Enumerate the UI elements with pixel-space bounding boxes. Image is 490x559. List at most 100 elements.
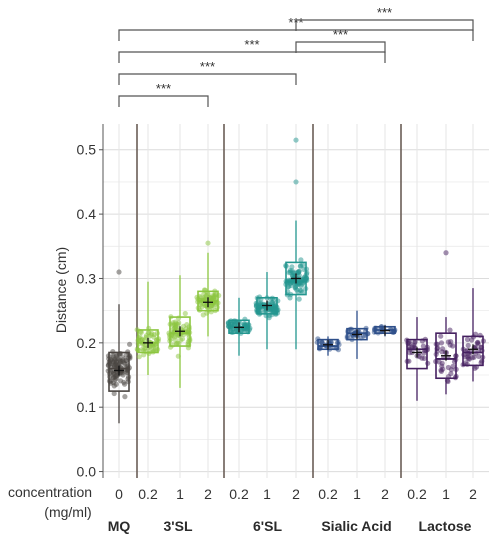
box (462, 335, 484, 367)
y-tick-label: 0.4 (77, 206, 97, 222)
x-axis-title-line-2: (mg/ml) (44, 504, 91, 520)
data-point (148, 332, 154, 338)
y-axis-title: Distance (cm) (53, 247, 69, 333)
data-point (469, 355, 475, 361)
significance-label: *** (333, 27, 348, 42)
data-point (298, 257, 304, 263)
data-point (296, 296, 302, 302)
significance-bracket (295, 19, 474, 31)
data-point (122, 394, 128, 400)
data-point (240, 326, 246, 333)
box (137, 329, 159, 354)
x-tick-label: 0.2 (138, 486, 158, 502)
outlier-point (205, 240, 211, 246)
x-tick-label: 0.2 (229, 486, 249, 502)
data-point (110, 349, 116, 355)
data-point (297, 263, 303, 269)
y-tick-label: 0.2 (77, 335, 97, 351)
box (285, 261, 307, 296)
data-point (186, 324, 192, 330)
data-point (296, 268, 302, 274)
y-tick-label: 0.5 (77, 142, 97, 158)
significance-label: *** (156, 81, 171, 96)
data-point (474, 340, 480, 346)
data-point (172, 319, 178, 325)
data-point (209, 302, 215, 308)
data-point (464, 336, 471, 343)
data-point (136, 354, 142, 360)
x-tick-label: 1 (442, 486, 450, 502)
data-point (111, 390, 117, 397)
data-point (438, 340, 445, 346)
significance-bracket (118, 51, 386, 63)
outlier-point (443, 250, 449, 256)
data-point (182, 310, 188, 317)
outlier-point (116, 269, 122, 275)
group-label: MQ (108, 518, 131, 534)
data-point (110, 375, 116, 381)
significance-bracket (118, 73, 297, 85)
data-point (436, 359, 442, 365)
significance-brackets: ****************** (118, 5, 474, 107)
data-point (173, 324, 179, 330)
data-point (178, 337, 184, 343)
data-point (118, 378, 124, 384)
data-point (152, 347, 158, 353)
box (406, 338, 428, 370)
boxes (108, 220, 484, 424)
box (346, 327, 368, 341)
data-point (141, 352, 147, 358)
data-point (289, 264, 295, 270)
data-point (113, 381, 119, 387)
x-tick-label: 1 (353, 486, 361, 502)
x-tick-label: 0.2 (407, 486, 427, 502)
data-point (465, 354, 471, 360)
x-tick-label: 2 (469, 486, 477, 502)
significance-label: *** (244, 37, 259, 52)
data-point (445, 378, 451, 385)
x-tick-label: 0 (115, 486, 123, 502)
box (435, 332, 457, 380)
data-point (229, 321, 235, 327)
outlier-point (293, 137, 299, 143)
data-point (438, 367, 444, 373)
data-point (438, 333, 444, 339)
data-point (194, 294, 200, 300)
data-point (205, 291, 211, 297)
data-point (448, 371, 454, 377)
significance-label: *** (377, 5, 392, 20)
data-point (113, 353, 120, 359)
data-point (360, 333, 367, 339)
box (169, 316, 191, 347)
x-tick-label: 2 (381, 486, 389, 502)
data-point (138, 329, 144, 335)
data-point (112, 357, 118, 363)
data-point (420, 343, 426, 349)
group-dividers (136, 124, 402, 478)
data-point (406, 339, 412, 345)
y-tick-label: 0.0 (77, 464, 97, 480)
data-point (172, 337, 178, 343)
outlier-point (293, 179, 299, 185)
data-point (439, 349, 445, 355)
data-point (447, 327, 453, 333)
data-point (469, 337, 475, 343)
y-tick-label: 0.1 (77, 399, 97, 415)
group-label: 6'SL (253, 518, 282, 534)
data-point (212, 294, 218, 300)
data-point (257, 300, 264, 306)
group-label: Sialic Acid (321, 518, 391, 534)
significance-bracket (118, 95, 209, 107)
data-point (465, 342, 471, 349)
data-point (200, 312, 206, 318)
data-point (318, 339, 325, 345)
x-tick-label: 2 (204, 486, 212, 502)
data-point (448, 367, 454, 373)
data-point (407, 350, 413, 356)
x-tick-label: 1 (176, 486, 184, 502)
significance-bracket (295, 41, 386, 53)
box (108, 351, 130, 392)
data-point (294, 287, 300, 293)
data-point (127, 341, 133, 347)
